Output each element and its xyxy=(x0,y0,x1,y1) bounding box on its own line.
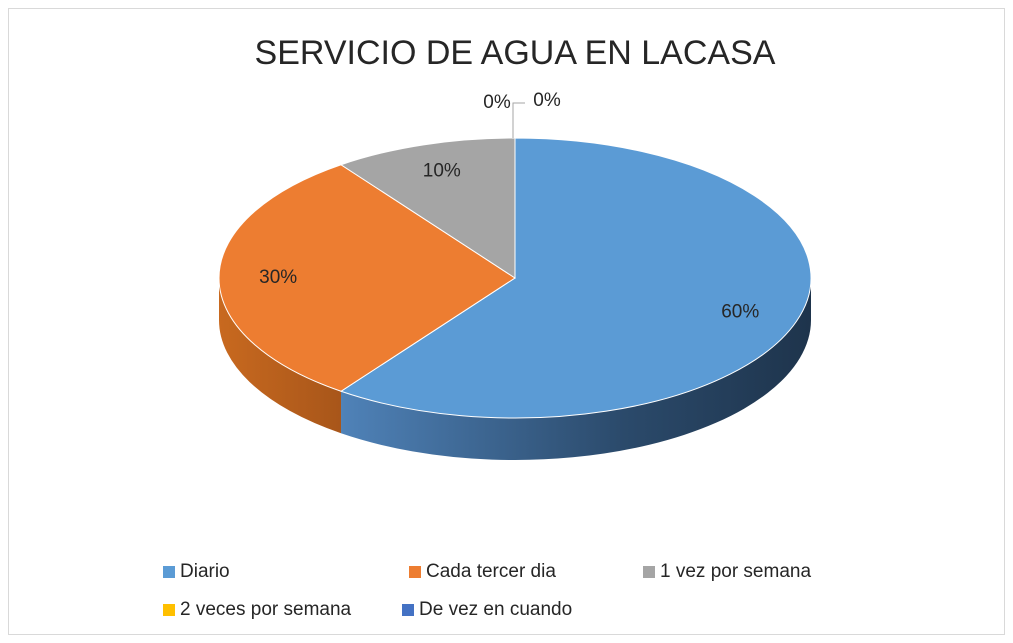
legend-swatch xyxy=(163,604,175,616)
data-label: 60% xyxy=(721,302,759,323)
pie-side xyxy=(219,278,342,434)
legend-swatch xyxy=(409,566,421,578)
legend-label: Cada tercer dia xyxy=(426,561,556,582)
pie-side xyxy=(341,278,811,460)
data-label: 30% xyxy=(259,267,297,288)
data-label: 0% xyxy=(533,90,561,111)
legend-label: De vez en cuando xyxy=(419,599,572,620)
data-label: 10% xyxy=(423,160,461,181)
pie-slice xyxy=(339,137,812,419)
legend-label: 2 veces por semana xyxy=(180,599,352,620)
legend-swatch xyxy=(643,566,655,578)
pie-slice xyxy=(218,164,516,392)
pie-slice xyxy=(339,137,516,279)
legend-swatch xyxy=(402,604,414,616)
legend-swatch xyxy=(163,566,175,578)
legend-label: Diario xyxy=(180,561,230,582)
chart-title: SERVICIO DE AGUA EN LACASA xyxy=(255,34,776,72)
legend-label: 1 vez por semana xyxy=(660,561,811,582)
data-label: 0% xyxy=(483,92,511,113)
leader-line xyxy=(512,102,525,138)
